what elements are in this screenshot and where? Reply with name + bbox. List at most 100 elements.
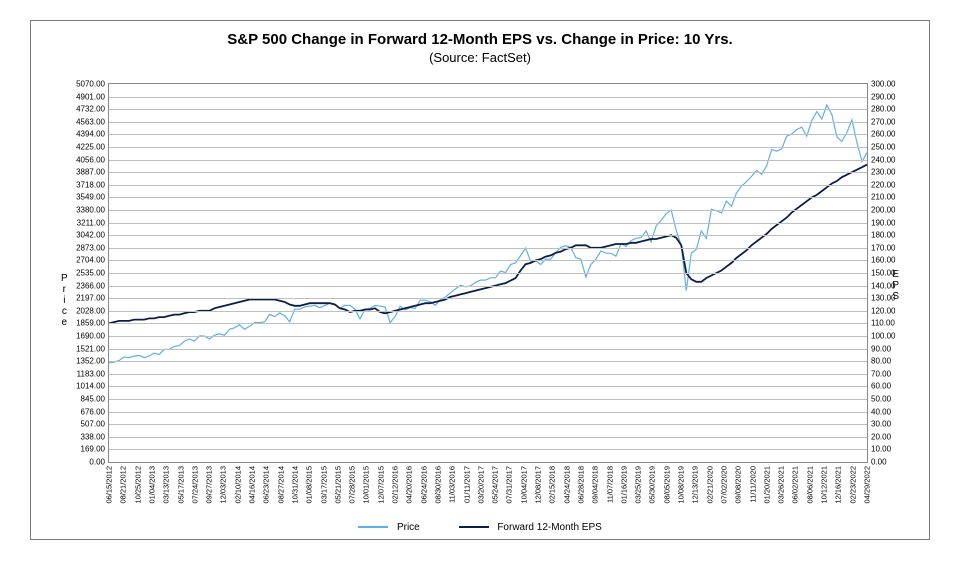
y-right-tick: 120.00 — [871, 306, 895, 315]
x-tick: 08/30/2016 — [433, 466, 442, 504]
y-right-tick: 10.00 — [871, 445, 891, 454]
grid-line — [109, 97, 867, 98]
y-right-tick: 30.00 — [871, 420, 891, 429]
y-left-tick: 1521.00 — [76, 344, 105, 353]
x-tick: 07/28/2015 — [348, 466, 357, 504]
y-right-tick: 230.00 — [871, 168, 895, 177]
x-tick: 09/04/2018 — [591, 466, 600, 504]
series-line — [109, 165, 867, 324]
x-tick: 10/08/2019 — [677, 466, 686, 504]
x-tick: 10/04/2017 — [519, 466, 528, 504]
y-left-tick: 3887.00 — [76, 168, 105, 177]
grid-line — [109, 399, 867, 400]
y-right-tick: 60.00 — [871, 382, 891, 391]
grid-line — [109, 424, 867, 425]
x-tick: 01/20/2021 — [762, 466, 771, 504]
y-right-tick: 240.00 — [871, 155, 895, 164]
x-tick: 02/21/2020 — [705, 466, 714, 504]
y-left-tick: 1690.00 — [76, 332, 105, 341]
grid-line — [109, 122, 867, 123]
grid-line — [109, 386, 867, 387]
x-tick: 02/15/2018 — [548, 466, 557, 504]
y-right-tick: 0.00 — [871, 458, 887, 467]
y-left-tick: 1352.00 — [76, 357, 105, 366]
grid-line — [109, 147, 867, 148]
chart-card: S&P 500 Change in Forward 12-Month EPS v… — [30, 20, 930, 540]
grid-line — [109, 134, 867, 135]
x-tick: 07/31/2017 — [505, 466, 514, 504]
x-tick: 06/24/2016 — [419, 466, 428, 504]
y-right-tick: 80.00 — [871, 357, 891, 366]
grid-line — [109, 336, 867, 337]
grid-line — [109, 374, 867, 375]
legend-item-eps: Forward 12-Month EPS — [459, 522, 602, 533]
x-tick: 12/08/2017 — [534, 466, 543, 504]
y-right-tick: 200.00 — [871, 206, 895, 215]
x-tick: 10/25/2012 — [133, 466, 142, 504]
grid-line — [109, 298, 867, 299]
y-left-tick: 2704.00 — [76, 256, 105, 265]
y-left-tick: 1014.00 — [76, 382, 105, 391]
legend-swatch-eps — [459, 526, 489, 528]
y-left-tick: 2873.00 — [76, 243, 105, 252]
grid-line — [109, 109, 867, 110]
y-right-tick: 160.00 — [871, 256, 895, 265]
legend-swatch-price — [358, 526, 388, 528]
y-left-tick: 845.00 — [81, 395, 105, 404]
x-tick: 03/20/2017 — [476, 466, 485, 504]
grid-line — [109, 235, 867, 236]
y-left-tick: 2535.00 — [76, 269, 105, 278]
y-left-tick: 169.00 — [81, 445, 105, 454]
grid-line — [109, 273, 867, 274]
y-right-tick: 40.00 — [871, 407, 891, 416]
x-tick: 07/24/2013 — [190, 466, 199, 504]
y-left-tick: 0.00 — [89, 458, 105, 467]
y-right-tick: 50.00 — [871, 395, 891, 404]
y-left-tick: 4056.00 — [76, 155, 105, 164]
x-tick: 02/23/2022 — [848, 466, 857, 504]
x-tick: 10/31/2014 — [290, 466, 299, 504]
x-tick: 04/16/2014 — [248, 466, 257, 504]
x-tick: 12/16/2021 — [834, 466, 843, 504]
y-left-tick: 3380.00 — [76, 206, 105, 215]
y-left-tick: 4901.00 — [76, 92, 105, 101]
y-left-tick: 3718.00 — [76, 180, 105, 189]
x-tick: 08/06/2021 — [805, 466, 814, 504]
x-tick: 04/24/2018 — [562, 466, 571, 504]
grid-line — [109, 286, 867, 287]
grid-line — [109, 311, 867, 312]
y-left-tick: 5070.00 — [76, 80, 105, 89]
x-tick: 08/27/2014 — [276, 466, 285, 504]
x-tick: 12/03/2013 — [219, 466, 228, 504]
x-tick: 05/17/2013 — [176, 466, 185, 504]
y-left-tick: 3211.00 — [77, 218, 105, 227]
y-right-tick: 100.00 — [871, 332, 895, 341]
legend-item-price: Price — [358, 522, 420, 533]
grid-line — [109, 323, 867, 324]
x-tick: 05/30/2019 — [648, 466, 657, 504]
y-left-tick: 2028.00 — [76, 306, 105, 315]
y-right-tick: 180.00 — [871, 231, 895, 240]
grid-line — [109, 172, 867, 173]
y-left-tick: 1859.00 — [76, 319, 105, 328]
x-tick: 08/21/2012 — [119, 466, 128, 504]
x-tick: 05/21/2015 — [333, 466, 342, 504]
x-tick: 03/17/2015 — [319, 466, 328, 504]
x-tick: 02/12/2016 — [391, 466, 400, 504]
grid-line — [109, 248, 867, 249]
y-left-tick: 3042.00 — [76, 231, 105, 240]
y-right-tick: 140.00 — [871, 281, 895, 290]
grid-line — [109, 412, 867, 413]
y-left-tick: 4563.00 — [76, 117, 105, 126]
y-left-tick: 507.00 — [81, 420, 105, 429]
y-right-tick: 90.00 — [871, 344, 891, 353]
chart-subtitle: (Source: FactSet) — [31, 50, 929, 65]
x-tick: 11/07/2018 — [605, 466, 614, 503]
grid-line — [109, 185, 867, 186]
y-left-tick: 2366.00 — [76, 281, 105, 290]
y-left-tick: 2197.00 — [76, 294, 105, 303]
y-right-tick: 70.00 — [871, 369, 891, 378]
x-tick: 03/13/2013 — [162, 466, 171, 504]
y-right-tick: 210.00 — [871, 193, 895, 202]
x-tick: 11/11/2020 — [748, 466, 757, 502]
